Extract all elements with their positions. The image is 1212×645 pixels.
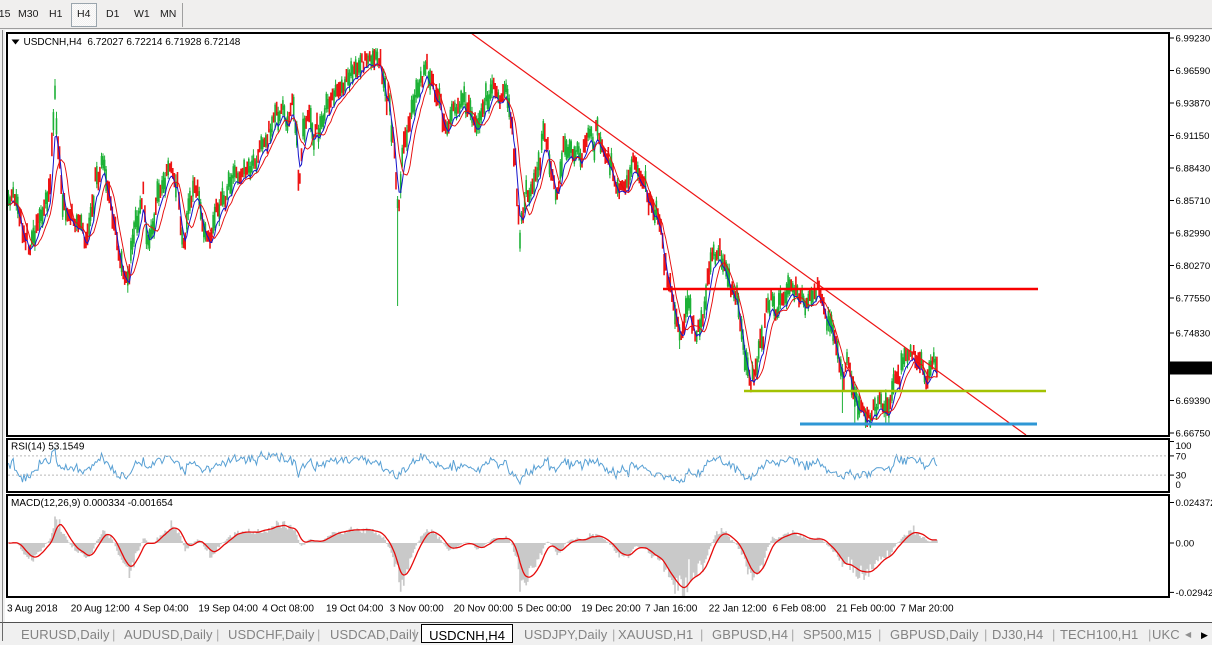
svg-text:USDCNH,H4 6.72027 6.72214 6.7: USDCNH,H4 6.72027 6.72214 6.71928 6.7214… (24, 37, 241, 48)
svg-text:22 Jan 12:00: 22 Jan 12:00 (709, 604, 767, 615)
svg-text:30: 30 (1176, 471, 1187, 482)
svg-text:70: 70 (1176, 451, 1187, 462)
svg-text:6.88430: 6.88430 (1176, 164, 1211, 175)
svg-text:21 Feb 00:00: 21 Feb 00:00 (836, 604, 895, 615)
svg-text:0.024372: 0.024372 (1176, 498, 1212, 509)
svg-text:6.91150: 6.91150 (1176, 131, 1210, 142)
svg-text:20 Nov 00:00: 20 Nov 00:00 (454, 604, 514, 615)
svg-text:7 Jan 16:00: 7 Jan 16:00 (645, 604, 698, 615)
svg-text:6.85710: 6.85710 (1176, 196, 1211, 207)
svg-text:6.66750: 6.66750 (1176, 429, 1211, 440)
svg-text:6.72148: 6.72148 (1173, 364, 1208, 375)
svg-text:100: 100 (1176, 441, 1192, 452)
svg-text:6.69390: 6.69390 (1176, 396, 1211, 407)
svg-text:19 Dec 20:00: 19 Dec 20:00 (581, 604, 641, 615)
svg-text:6.99230: 6.99230 (1176, 34, 1211, 45)
svg-text:6.77550: 6.77550 (1176, 294, 1211, 305)
svg-text:3 Aug 2018: 3 Aug 2018 (7, 604, 58, 615)
svg-text:6.93870: 6.93870 (1176, 99, 1211, 110)
svg-text:4 Oct 08:00: 4 Oct 08:00 (262, 604, 314, 615)
svg-text:6.74830: 6.74830 (1176, 329, 1211, 340)
svg-text:20 Aug 12:00: 20 Aug 12:00 (71, 604, 130, 615)
svg-text:0.00: 0.00 (1176, 539, 1195, 550)
svg-text:RSI(14) 53.1549: RSI(14) 53.1549 (11, 442, 85, 453)
svg-text:0: 0 (1176, 480, 1181, 491)
svg-text:6 Feb 08:00: 6 Feb 08:00 (773, 604, 827, 615)
svg-text:6.96590: 6.96590 (1176, 66, 1211, 77)
svg-text:MACD(12,26,9) 0.000334 -0.0016: MACD(12,26,9) 0.000334 -0.001654 (11, 498, 173, 509)
svg-text:4 Sep 04:00: 4 Sep 04:00 (135, 604, 189, 615)
svg-text:3 Nov 00:00: 3 Nov 00:00 (390, 604, 444, 615)
svg-text:19 Sep 04:00: 19 Sep 04:00 (198, 604, 258, 615)
svg-text:7 Mar 20:00: 7 Mar 20:00 (900, 604, 954, 615)
svg-text:6.80270: 6.80270 (1176, 261, 1211, 272)
svg-text:5 Dec 00:00: 5 Dec 00:00 (517, 604, 571, 615)
svg-text:19 Oct 04:00: 19 Oct 04:00 (326, 604, 384, 615)
svg-text:6.82990: 6.82990 (1176, 229, 1211, 240)
